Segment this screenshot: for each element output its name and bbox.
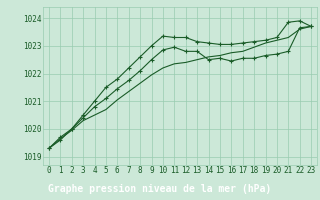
Text: Graphe pression niveau de la mer (hPa): Graphe pression niveau de la mer (hPa) — [48, 183, 272, 194]
